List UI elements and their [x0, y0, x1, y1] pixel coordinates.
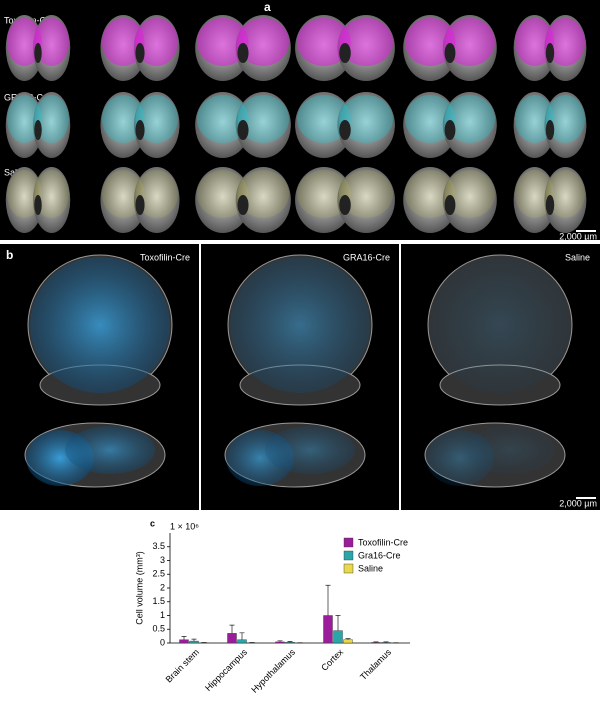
bar — [382, 642, 391, 643]
ventricle — [34, 43, 41, 63]
legend-label: Gra16-Cre — [358, 550, 401, 560]
x-tick-label: Hypothalamus — [249, 647, 297, 695]
ventricle — [237, 195, 248, 215]
signal — [30, 257, 170, 393]
ventricle — [546, 195, 554, 215]
error-bar — [326, 585, 331, 615]
bar — [334, 631, 343, 643]
ventricle — [546, 120, 554, 140]
scale-label: 2,000 µm — [559, 231, 597, 241]
bar — [180, 640, 189, 643]
x-tick-label: Hippocampus — [203, 647, 249, 693]
y-tick-label: 3 — [160, 555, 165, 565]
y-tick-label: 2 — [160, 582, 165, 592]
legend-label: Saline — [358, 563, 383, 573]
signal — [230, 257, 370, 393]
ventricle — [339, 195, 351, 215]
y-tick-label: 1.5 — [152, 596, 165, 606]
y-axis-title: Cell volume (mm³) — [134, 551, 144, 625]
signal — [65, 426, 155, 474]
y-tick-label: 0.5 — [152, 624, 165, 634]
legend-swatch — [344, 551, 353, 560]
error-bar — [192, 639, 197, 641]
ventricle — [546, 43, 554, 63]
column-label: Saline — [565, 252, 590, 262]
signal — [265, 426, 355, 474]
ventricle — [135, 120, 144, 140]
x-tick-label: Thalamus — [358, 647, 393, 682]
y-tick-label: 1 — [160, 610, 165, 620]
y-tick-label: 2.5 — [152, 569, 165, 579]
bar — [238, 640, 247, 643]
error-bar — [336, 616, 341, 631]
panel-label: b — [6, 248, 13, 262]
multiplier: 1 × 10⁶ — [170, 521, 199, 531]
ventricle — [237, 43, 248, 63]
bar — [324, 616, 333, 644]
ventricle — [445, 195, 456, 215]
panel-b: Toxofilin-Cre GRA16-Cre Saline — [25, 244, 590, 510]
x-tick-label: Cortex — [319, 647, 345, 673]
ventricle — [339, 120, 351, 140]
bar — [276, 642, 285, 643]
ventricle — [339, 43, 351, 63]
ventricle — [445, 43, 456, 63]
error-bar — [230, 625, 235, 633]
bar — [372, 642, 381, 643]
ventricle — [135, 195, 144, 215]
bar — [228, 633, 237, 643]
ventricle — [34, 120, 41, 140]
ventricle — [445, 120, 456, 140]
signal — [430, 257, 570, 393]
bar — [344, 640, 353, 643]
x-tick-label: Brain stem — [164, 647, 201, 684]
ventricle — [34, 195, 41, 215]
legend-label: Toxofilin-Cre — [358, 537, 408, 547]
y-tick-label: 3.5 — [152, 541, 165, 551]
ventricle — [237, 120, 248, 140]
column-label: Toxofilin-Cre — [140, 252, 190, 262]
error-bar — [182, 636, 187, 639]
bar — [286, 642, 295, 643]
bar — [190, 641, 199, 643]
scale-label: 2,000 µm — [559, 498, 597, 508]
legend-swatch — [344, 564, 353, 573]
panel-label: c — [150, 518, 155, 528]
panel-label: a — [264, 0, 271, 14]
signal — [465, 426, 555, 474]
legend-swatch — [344, 538, 353, 547]
ventricle — [135, 43, 144, 63]
y-tick-label: 0 — [160, 637, 165, 647]
column-label: GRA16-Cre — [343, 252, 390, 262]
panel-c: 1 × 10⁶ Cell volume (mm³) 0 0.5 1 1.5 2 2.5 3 3.5… — [134, 521, 410, 694]
error-bar — [240, 633, 245, 640]
